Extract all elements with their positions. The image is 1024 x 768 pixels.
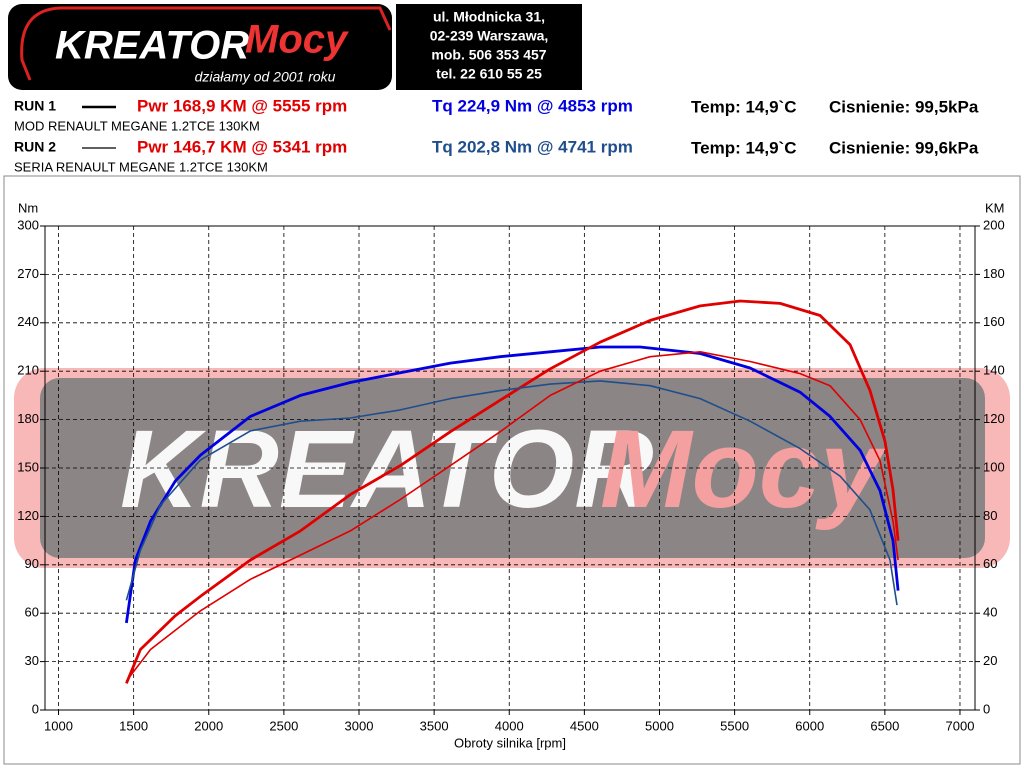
y-tick-label: 60 bbox=[25, 605, 39, 620]
x-tick-label: 5500 bbox=[720, 718, 749, 733]
power-torque-curve bbox=[125, 299, 900, 684]
y2-tick-label: 120 bbox=[983, 411, 1005, 426]
address-box bbox=[396, 4, 582, 90]
y2-tick-label: 140 bbox=[983, 363, 1005, 378]
y-tick-label: 120 bbox=[17, 508, 39, 523]
run-torque: Tq 224,9 Nm @ 4853 rpm bbox=[432, 96, 633, 115]
logo-swoosh bbox=[20, 6, 392, 81]
address-line: mob. 506 353 457 bbox=[431, 47, 546, 63]
logo-text-b: Mocy bbox=[245, 18, 349, 62]
y2-axis-label: KM bbox=[985, 200, 1005, 215]
x-tick-label: 1500 bbox=[119, 718, 148, 733]
y-tick-label: 240 bbox=[17, 314, 39, 329]
y-tick-label: 150 bbox=[17, 459, 39, 474]
power-torque-curve bbox=[125, 351, 899, 682]
x-tick-label: 1000 bbox=[44, 718, 73, 733]
run-power: Pwr 146,7 KM @ 5341 rpm bbox=[137, 137, 347, 156]
watermark-text-a: KREATOR bbox=[120, 408, 654, 531]
address-line: ul. Młodnicka 31, bbox=[433, 9, 545, 25]
run-label: RUN 1 bbox=[14, 98, 56, 114]
run-description: SERIA RENAULT MEGANE 1.2TCE 130KM bbox=[14, 159, 268, 174]
y2-tick-label: 20 bbox=[983, 653, 997, 668]
y-tick-label: 30 bbox=[25, 653, 39, 668]
x-tick-label: 7000 bbox=[946, 718, 975, 733]
x-axis-label: Obroty silnika [rpm] bbox=[454, 735, 566, 750]
x-tick-label: 2000 bbox=[194, 718, 223, 733]
y-tick-label: 300 bbox=[17, 217, 39, 232]
power-torque-curve bbox=[125, 380, 898, 606]
y-axis-label: Nm bbox=[18, 200, 38, 215]
run-label: RUN 2 bbox=[14, 139, 56, 155]
run-torque: Tq 202,8 Nm @ 4741 rpm bbox=[432, 137, 633, 156]
y-tick-label: 270 bbox=[17, 266, 39, 281]
y2-tick-label: 100 bbox=[983, 459, 1005, 474]
x-tick-label: 6000 bbox=[795, 718, 824, 733]
x-tick-label: 3500 bbox=[420, 718, 449, 733]
logo-text-a: KREATOR bbox=[55, 24, 249, 68]
y2-tick-label: 180 bbox=[983, 266, 1005, 281]
y2-tick-label: 80 bbox=[983, 508, 997, 523]
y-tick-label: 210 bbox=[17, 363, 39, 378]
run-pressure: Cisnienie: 99,6kPa bbox=[829, 138, 979, 157]
power-torque-curve bbox=[125, 345, 900, 624]
run-temp: Temp: 14,9`C bbox=[691, 138, 797, 157]
address-line: 02-239 Warszawa, bbox=[430, 28, 549, 44]
run-pressure: Cisnienie: 99,5kPa bbox=[829, 97, 979, 116]
x-tick-label: 4000 bbox=[495, 718, 524, 733]
x-tick-label: 6500 bbox=[870, 718, 899, 733]
x-tick-label: 5000 bbox=[645, 718, 674, 733]
run-power: Pwr 168,9 KM @ 5555 rpm bbox=[137, 96, 347, 115]
run-temp: Temp: 14,9`C bbox=[691, 97, 797, 116]
background: KREATOR Mocy KREATOR Mocy działamy od 20… bbox=[3, 4, 1021, 765]
y-tick-label: 0 bbox=[32, 701, 39, 716]
y2-tick-label: 60 bbox=[983, 556, 997, 571]
y2-tick-label: 200 bbox=[983, 217, 1005, 232]
y2-tick-label: 0 bbox=[983, 701, 990, 716]
y-tick-label: 180 bbox=[17, 411, 39, 426]
watermark-text-b: Mocy bbox=[600, 408, 886, 531]
run-description: MOD RENAULT MEGANE 1.2TCE 130KM bbox=[14, 118, 260, 133]
y2-tick-label: 160 bbox=[983, 314, 1005, 329]
x-tick-label: 3000 bbox=[345, 718, 374, 733]
watermark-inner bbox=[40, 378, 985, 558]
y2-tick-label: 40 bbox=[983, 605, 997, 620]
x-tick-label: 4500 bbox=[570, 718, 599, 733]
y-tick-label: 90 bbox=[25, 556, 39, 571]
address-line: tel. 22 610 55 25 bbox=[436, 66, 542, 82]
logo-box bbox=[8, 4, 392, 90]
logo-tagline: działamy od 2001 roku bbox=[195, 69, 336, 85]
x-tick-label: 2500 bbox=[269, 718, 298, 733]
